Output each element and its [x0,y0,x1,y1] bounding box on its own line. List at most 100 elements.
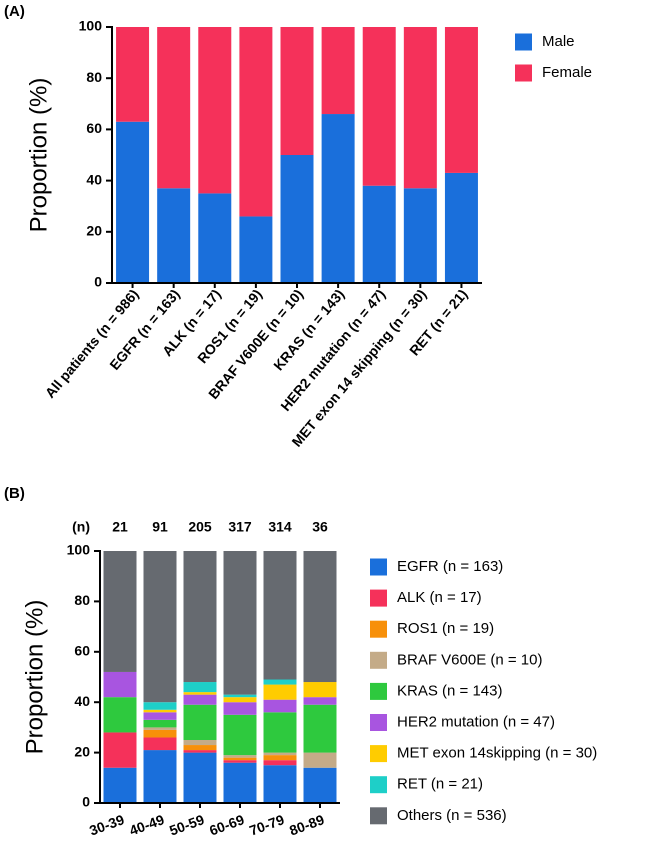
x-tick-label: 30-39 [87,811,126,838]
count-label: 36 [312,519,328,535]
count-label: 317 [228,519,252,535]
bar-segment [263,755,297,761]
bar-segment [303,682,337,698]
y-tick-label: 100 [79,18,103,34]
legend-label: BRAF V600E (n = 10) [397,651,543,668]
bar-segment [223,714,257,756]
x-tick-label: 70-79 [247,811,286,838]
bar-segment [143,729,177,738]
legend-swatch [370,776,387,794]
bar-segment [362,185,396,283]
bar-segment [223,551,257,695]
bar-segment [362,27,396,186]
x-tick-label: 80-89 [287,811,326,838]
x-tick-label: 40-49 [127,811,166,838]
bar-segment [183,704,217,740]
legend-label: EGFR (n = 163) [397,558,503,575]
bar-segment [183,694,217,705]
y-axis-label: Proportion (%) [21,600,48,755]
bar-segment [321,27,355,115]
bar-segment [303,767,337,803]
bar-segment [263,765,297,803]
y-tick-label: 40 [86,171,102,187]
legend-label: ALK (n = 17) [397,589,482,606]
y-tick-label: 60 [74,643,90,659]
count-label: 21 [112,519,128,535]
bar-segment [157,27,191,189]
bar-segment [263,699,297,713]
bar-segment [183,551,217,683]
bar-segment [403,27,437,189]
bar-segment [303,752,337,768]
legend-swatch [515,33,532,51]
bar-segment [103,671,137,698]
bar-segment [183,752,217,803]
bar-segment [103,732,137,768]
x-tick-label: 50-59 [167,811,206,838]
bar-segment [183,682,217,693]
bar-segment [198,27,232,194]
legend-swatch [370,620,387,638]
bar-segment [280,155,314,283]
bar-segment [223,702,257,715]
bar-segment [263,760,297,766]
legend-label: RET (n = 21) [397,776,483,793]
legend-swatch [370,589,387,607]
bar-segment [183,692,217,695]
bar-segment [403,188,437,283]
legend-swatch [370,651,387,669]
bar-segment [183,750,217,753]
bar-segment [183,745,217,751]
counts-label: (n) [72,519,90,535]
y-tick-label: 80 [86,69,102,85]
legend-swatch [515,64,532,82]
y-tick-label: 20 [74,743,90,759]
legend-swatch [370,682,387,700]
bar-segment [239,216,273,283]
legend-swatch [370,807,387,825]
count-label: 314 [268,519,292,535]
count-label: 205 [188,519,212,535]
bar-segment [143,702,177,710]
bar-segment [263,684,297,700]
bar-segment [143,712,177,720]
count-label: 91 [152,519,168,535]
bar-segment [263,712,297,753]
bar-segment [223,697,257,703]
legend-label: ROS1 (n = 19) [397,620,494,637]
bar-segment [321,114,355,283]
bar-segment [116,121,150,283]
y-tick-label: 20 [86,223,102,239]
bar-segment [198,193,232,283]
bar-segment [103,697,137,733]
bar-segment [143,750,177,803]
bar-segment [303,551,337,683]
bar-segment [263,551,297,680]
bar-segment [143,737,177,751]
y-tick-label: 100 [67,542,91,558]
bar-segment [444,27,478,173]
bar-segment [303,697,337,705]
y-tick-label: 0 [94,274,102,290]
bar-segment [157,188,191,283]
bar-segment [223,762,257,803]
y-tick-label: 80 [74,592,90,608]
bar-segment [103,767,137,803]
bar-segment [223,757,257,761]
panel-label: (A) [4,3,25,20]
bar-segment [280,27,314,155]
bar-segment [143,709,177,713]
panel-label: (B) [4,485,25,502]
bar-segment [143,719,177,728]
bar-segment [303,704,337,753]
bar-segment [223,760,257,763]
legend-label: HER2 mutation (n = 47) [397,713,555,730]
bar-segment [239,27,273,217]
legend-label: Male [542,33,575,50]
bar-segment [444,172,478,283]
bar-segment [223,755,257,758]
legend-swatch [370,558,387,576]
legend-swatch [370,745,387,763]
legend-label: Female [542,64,592,81]
